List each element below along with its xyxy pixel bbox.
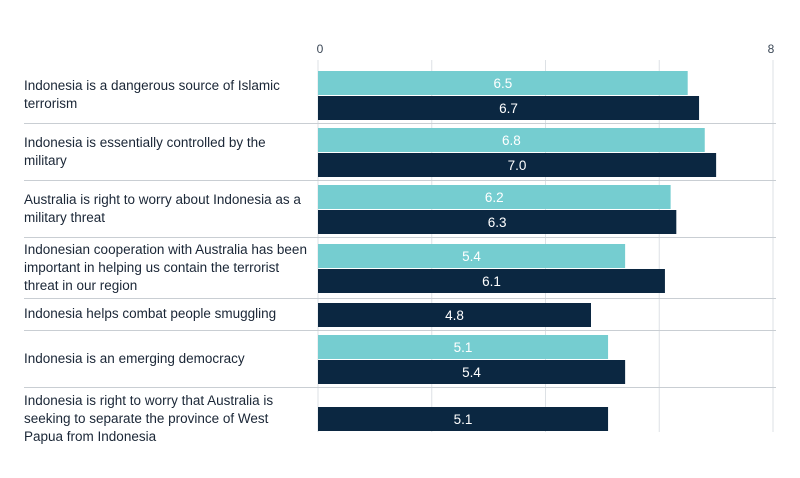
- category-label: Indonesia is a dangerous source of Islam…: [24, 77, 280, 111]
- bar-dark: [318, 360, 626, 384]
- bar-value-label: 4.8: [445, 308, 464, 323]
- category-label: Indonesian cooperation with Australia ha…: [24, 241, 307, 293]
- bar-dark: [318, 210, 677, 234]
- bar-light: [318, 71, 688, 95]
- bar-value-label: 7.0: [508, 158, 527, 173]
- bar-value-label: 5.4: [462, 249, 481, 264]
- bar-light: [318, 244, 626, 268]
- bar-value-label: 5.4: [462, 365, 481, 380]
- bar-value-label: 6.1: [482, 274, 501, 289]
- bar-light: [318, 335, 609, 359]
- x-tick-label: 0: [317, 42, 324, 56]
- bar-value-label: 6.2: [485, 190, 504, 205]
- bar-value-label: 6.7: [499, 101, 518, 116]
- category-label: Indonesia is right to worry that Austral…: [24, 392, 274, 444]
- bar-value-label: 6.5: [493, 76, 512, 91]
- bar-dark: [318, 153, 717, 177]
- bar-dark: [318, 269, 665, 293]
- bar-dark: [318, 96, 700, 120]
- bar-value-label: 6.3: [488, 215, 507, 230]
- x-tick-label: 8: [768, 42, 775, 56]
- bar-light: [318, 185, 671, 209]
- category-label: Australia is right to worry about Indone…: [24, 191, 301, 225]
- category-label: Indonesia is an emerging democracy: [24, 350, 245, 366]
- category-label: Indonesia is essentially controlled by t…: [24, 134, 266, 168]
- bar-value-label: 5.1: [454, 412, 473, 427]
- bar-light: [318, 128, 705, 152]
- category-label: Indonesia helps combat people smuggling: [24, 306, 277, 321]
- bar-dark: [318, 407, 609, 431]
- bar-value-label: 6.8: [502, 133, 521, 148]
- bar-value-label: 5.1: [454, 340, 473, 355]
- bar-dark: [318, 303, 591, 327]
